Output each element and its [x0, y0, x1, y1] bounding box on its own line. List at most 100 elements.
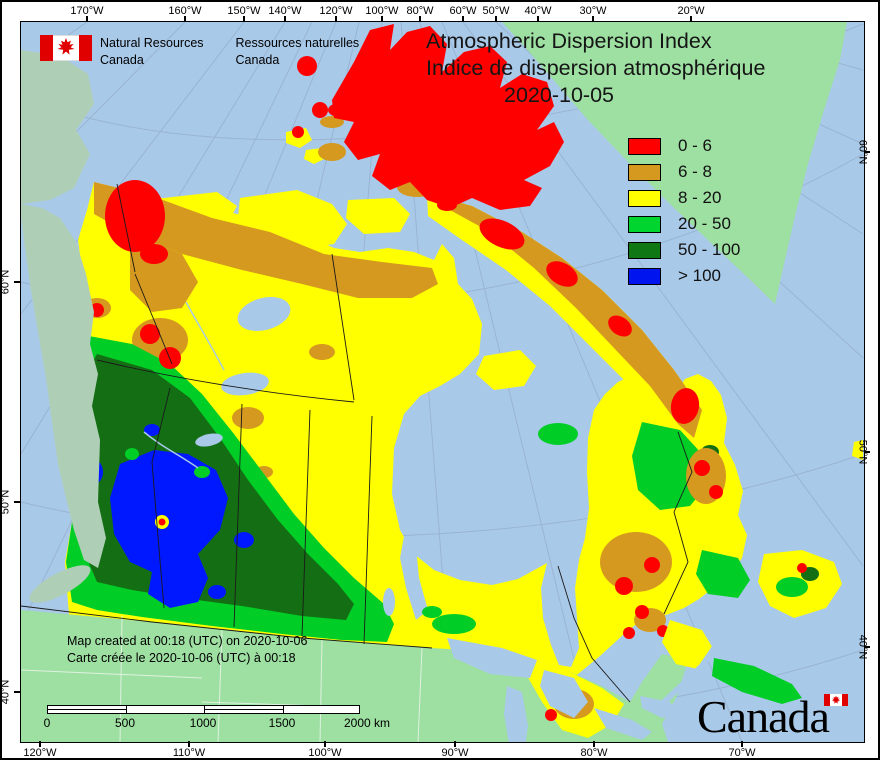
- legend-row: > 100: [628, 263, 740, 289]
- lake-erie: [594, 708, 652, 740]
- river: [143, 431, 199, 469]
- axis-label: 170°W: [70, 5, 104, 17]
- axis-label: 80°W: [580, 747, 608, 759]
- great-slave-lake: [221, 372, 269, 396]
- manitoba-ontario-border: [363, 415, 373, 645]
- axis-label: 90°W: [441, 747, 469, 759]
- axis-label: 60°W: [449, 5, 477, 17]
- legend-label: 6 - 8: [678, 162, 713, 181]
- greenland: [502, 22, 847, 304]
- adi-legend: 0 - 6 6 - 8 8 - 20 20 - 50 50 - 100 > 10…: [628, 133, 740, 289]
- legend-swatch-yellow: [628, 189, 661, 207]
- map-title: Atmospheric Dispersion Index Indice de d…: [426, 28, 765, 109]
- axis-label: 120°W: [319, 5, 353, 17]
- legend-row: 8 - 20: [628, 185, 740, 211]
- legend-swatch-dkgreen: [628, 241, 661, 259]
- high-arctic-red: [332, 24, 564, 210]
- axis-label: 30°W: [579, 5, 607, 17]
- baffin-island: [427, 194, 702, 438]
- scale-label: 1000: [189, 716, 217, 730]
- legend-label: 0 - 6: [678, 136, 713, 155]
- alaska: [21, 50, 94, 204]
- legend-label: 20 - 50: [678, 214, 731, 233]
- sask-manitoba-border: [301, 409, 311, 637]
- lake-ontario: [640, 696, 678, 718]
- st-lawrence-river: [659, 604, 745, 707]
- title-fr: Indice de dispersion atmosphérique: [426, 56, 766, 80]
- axis-label: 120°W: [23, 747, 57, 759]
- river: [185, 301, 225, 371]
- axis-label: 40°N: [0, 679, 12, 705]
- legend-row: 50 - 100: [628, 237, 740, 263]
- axis-label: 60°N: [0, 269, 12, 295]
- axis-label: 50°W: [482, 5, 510, 17]
- legend-swatch-blue: [628, 267, 661, 285]
- arctic-island: [346, 198, 410, 234]
- axis-label: 80°W: [406, 5, 434, 17]
- canada-flag-icon: [40, 35, 92, 61]
- axis-label: 140°W: [268, 5, 302, 17]
- alberta-sask-border: [233, 403, 243, 628]
- legend-swatch-red: [628, 137, 661, 155]
- axis-label: 160°W: [168, 5, 202, 17]
- dept-name-en: Natural Resources Canada: [100, 36, 204, 67]
- lake-huron: [540, 670, 588, 718]
- legend-swatch-green: [628, 215, 661, 233]
- legend-label: 8 - 20: [678, 188, 722, 207]
- wordmark-flag-icon: [824, 694, 848, 706]
- created-en: Map created at 00:18 (UTC) on 2020-10-06: [67, 634, 308, 648]
- legend-swatch-orange: [628, 163, 661, 181]
- sixtieth-parallel-border: [96, 359, 355, 403]
- southampton-island: [476, 350, 536, 390]
- quebec-labrador-border: [663, 431, 693, 615]
- scale-label: 2000 km: [343, 716, 391, 730]
- scale-label: 500: [114, 716, 136, 730]
- new-brunswick: [662, 620, 714, 670]
- blue-core: [110, 450, 228, 608]
- ontario-quebec-border: [557, 565, 631, 703]
- yukon-nwt-border: [134, 273, 173, 365]
- bc-alberta-border: [151, 387, 171, 609]
- adi-east-regions: [422, 422, 750, 639]
- adi-west-regions: [66, 334, 394, 642]
- right-edge-islet: [852, 440, 863, 460]
- pacific-coast-strip: [21, 204, 106, 568]
- nova-scotia: [712, 658, 802, 704]
- legend-label: > 100: [678, 266, 722, 285]
- axis-label: 100°W: [308, 747, 342, 759]
- axis-label: 40°W: [524, 5, 552, 17]
- axis-label: 20°W: [677, 5, 705, 17]
- maple-leaf: [57, 38, 75, 55]
- lake-michigan: [504, 686, 528, 742]
- legend-row: 0 - 6: [628, 133, 740, 159]
- axis-label: 70°W: [728, 747, 756, 759]
- created-fr: Carte créée le 2020-10-06 (UTC) à 00:18: [67, 651, 296, 665]
- province-borders: [21, 183, 693, 703]
- axis-label: 50°N: [0, 489, 12, 515]
- lake-athabasca: [195, 433, 223, 447]
- scale-label: 1500: [268, 716, 296, 730]
- nwt-nunavut-border: [331, 253, 355, 401]
- map-date: 2020-10-05: [504, 83, 614, 107]
- canada-wordmark: Canada: [697, 691, 830, 742]
- alaska-yukon-border: [116, 183, 136, 273]
- great-bear-lake: [237, 297, 291, 331]
- scale-bar: [47, 705, 360, 714]
- lake-manitoba: [383, 588, 395, 616]
- legend-row: 20 - 50: [628, 211, 740, 237]
- nrcan-logo: Natural Resources Canada Ressources natu…: [40, 35, 359, 69]
- lake-superior: [447, 638, 537, 678]
- axis-label: 110°W: [172, 747, 206, 759]
- axis-label: 100°W: [365, 5, 399, 17]
- title-en: Atmospheric Dispersion Index: [426, 29, 712, 53]
- dept-name-fr: Ressources naturelles Canada: [235, 36, 360, 67]
- canada-adi-map: [21, 22, 864, 742]
- legend-label: 50 - 100: [678, 240, 741, 259]
- creation-timestamp: Map created at 00:18 (UTC) on 2020-10-06…: [67, 633, 307, 667]
- scale-label: 0: [43, 716, 51, 730]
- great-lakes: [447, 604, 745, 742]
- lake-winnipeg: [400, 536, 428, 620]
- vancouver-island: [29, 565, 91, 603]
- canada-us-border: [21, 605, 433, 649]
